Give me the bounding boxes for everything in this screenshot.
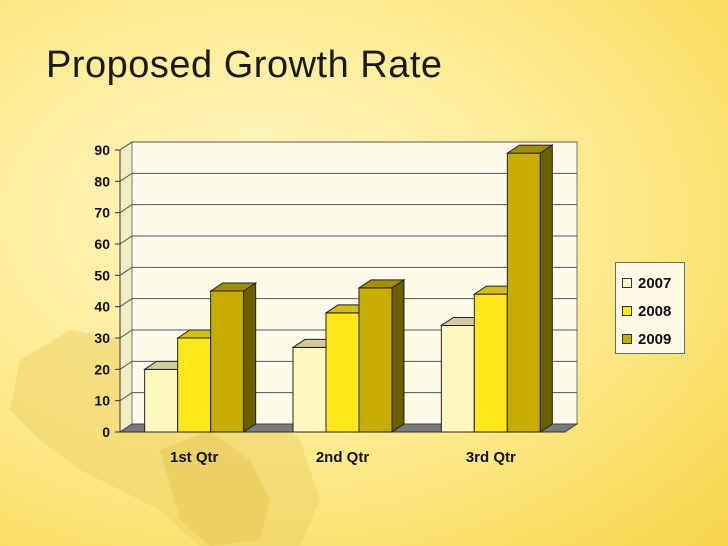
bar-2008-1 — [325, 312, 360, 433]
y-tick-label: 50 — [94, 267, 110, 283]
legend-label: 2007 — [638, 274, 672, 292]
map-watermark-decoration — [10, 320, 320, 546]
legend-label: 2008 — [638, 302, 672, 320]
y-tick-label: 30 — [94, 330, 110, 346]
y-tick-label: 60 — [94, 236, 110, 252]
x-tick-label: 2nd Qtr — [316, 449, 369, 466]
legend-item-2008: 2008 — [622, 297, 684, 325]
slide-title: Proposed Growth Rate — [46, 44, 443, 86]
gridline — [119, 204, 577, 214]
legend-swatch-2009 — [622, 334, 632, 344]
y-tick-label: 40 — [94, 299, 110, 315]
bar-2009-0 — [210, 290, 245, 433]
gridline — [119, 392, 577, 402]
gridline — [119, 360, 577, 370]
chart-legend: 2007 2008 2009 — [615, 262, 685, 354]
bar-side-2009-0 — [243, 282, 257, 433]
y-tick-label: 20 — [94, 361, 110, 377]
bar-side-2009-2 — [539, 144, 553, 433]
y-tick-label: 70 — [94, 205, 110, 221]
x-tick-label: 3rd Qtr — [466, 449, 516, 466]
y-tick-label: 90 — [94, 142, 110, 158]
gridline — [119, 141, 577, 151]
y-tick-label: 80 — [94, 173, 110, 189]
bar-2009-1 — [358, 287, 393, 433]
legend-swatch-2007 — [622, 278, 632, 288]
legend-swatch-2008 — [622, 306, 632, 316]
bar-2008-0 — [177, 337, 212, 433]
y-tick-label: 0 — [102, 424, 110, 440]
x-tick-label: 1st Qtr — [170, 449, 219, 466]
bar-side-2009-1 — [391, 278, 405, 433]
gridline — [119, 235, 577, 245]
legend-item-2009: 2009 — [622, 325, 684, 353]
bar-2007-1 — [292, 346, 327, 433]
gridline — [119, 266, 577, 276]
gridline — [119, 172, 577, 182]
bar-2008-2 — [473, 293, 508, 433]
gridline — [119, 329, 577, 339]
bar-2007-2 — [440, 324, 475, 433]
gridline — [119, 298, 577, 308]
legend-label: 2009 — [638, 330, 672, 348]
y-tick-label: 10 — [94, 393, 110, 409]
legend-item-2007: 2007 — [622, 269, 684, 297]
bar-2009-2 — [506, 152, 541, 433]
bar-2007-0 — [144, 368, 179, 433]
chart-side-wall — [119, 141, 133, 433]
